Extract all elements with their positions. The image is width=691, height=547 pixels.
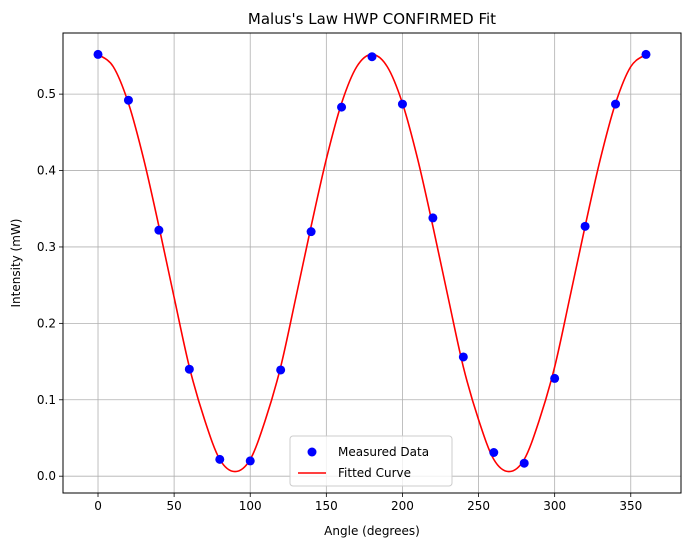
x-tick-label: 200 xyxy=(391,499,414,513)
measured-data-point xyxy=(276,365,286,375)
measured-data-point xyxy=(306,227,316,237)
measured-data-point xyxy=(245,456,255,466)
measured-data-point xyxy=(611,99,621,109)
y-tick-label: 0.1 xyxy=(37,393,56,407)
x-tick-label: 100 xyxy=(239,499,262,513)
chart-title: Malus's Law HWP CONFIRMED Fit xyxy=(248,10,496,28)
measured-data-point xyxy=(215,454,225,464)
y-tick-label: 0.2 xyxy=(37,316,56,330)
measured-data-point xyxy=(93,49,103,59)
legend-box xyxy=(289,435,453,487)
x-tick-label: 50 xyxy=(166,499,181,513)
measured-data-point xyxy=(519,458,529,468)
legend: Measured Data Fitted Curve xyxy=(289,435,453,487)
legend-label-measured: Measured Data xyxy=(338,445,429,459)
y-axis-ticks: 0.0 0.1 0.2 0.3 0.4 0.5 xyxy=(37,87,63,483)
y-tick-label: 0.4 xyxy=(37,164,56,178)
y-tick-label: 0.3 xyxy=(37,240,56,254)
x-tick-label: 350 xyxy=(619,499,642,513)
measured-data-point xyxy=(367,52,377,62)
measured-data-point xyxy=(550,373,560,383)
measured-data-point xyxy=(154,225,164,235)
plot-series xyxy=(93,49,651,473)
legend-label-fitted: Fitted Curve xyxy=(338,466,411,480)
y-tick-label: 0.0 xyxy=(37,469,56,483)
x-tick-label: 150 xyxy=(315,499,338,513)
x-axis-label: Angle (degrees) xyxy=(324,524,420,538)
x-axis-ticks: 0 50 100 150 200 250 300 350 xyxy=(94,493,642,513)
measured-data-point xyxy=(397,99,407,109)
measured-data-point xyxy=(184,364,194,374)
measured-data-point xyxy=(123,95,133,105)
measured-data-point xyxy=(641,49,651,59)
measured-data-point xyxy=(580,221,590,231)
x-tick-label: 250 xyxy=(467,499,490,513)
plot-frame xyxy=(62,32,682,494)
measured-data-point xyxy=(458,352,468,362)
y-axis-label: Intensity (mW) xyxy=(9,219,23,308)
grid xyxy=(63,33,681,493)
x-tick-label: 300 xyxy=(543,499,566,513)
measured-data-point xyxy=(337,102,347,112)
legend-marker-measured xyxy=(307,447,317,457)
measured-data-point xyxy=(428,213,438,223)
x-tick-label: 0 xyxy=(94,499,102,513)
y-tick-label: 0.5 xyxy=(37,87,56,101)
measured-data-point xyxy=(489,448,499,458)
